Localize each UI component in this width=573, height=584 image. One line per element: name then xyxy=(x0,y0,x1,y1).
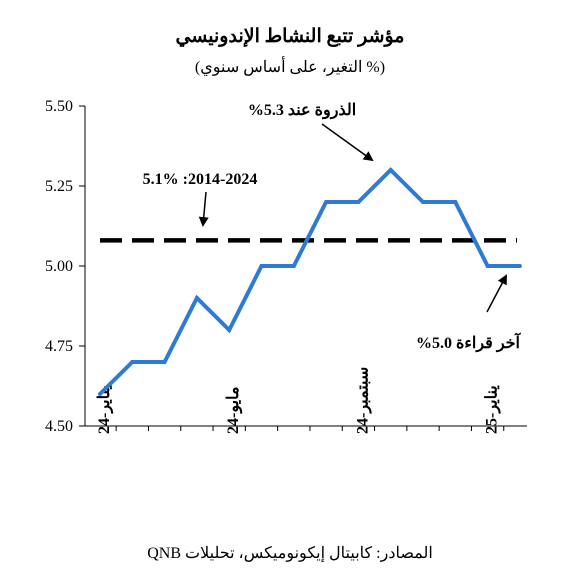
data-point xyxy=(194,296,199,300)
annotations: الذروة عند 5.3% 2014-2024: 5.1% آخر قراء… xyxy=(143,102,522,353)
data-point xyxy=(485,264,490,268)
data-point xyxy=(291,264,296,268)
data-point xyxy=(324,200,329,204)
chart-title: مؤشر تتبع النشاط الإندونيسي xyxy=(176,26,405,48)
data-point xyxy=(421,200,425,204)
y-tick-label: 5.50 xyxy=(45,98,73,115)
data-point xyxy=(388,168,393,172)
annotation-latest-label: آخر قراءة 5.0% xyxy=(416,331,522,353)
data-point xyxy=(453,200,458,204)
y-tick-label: 5.00 xyxy=(45,258,73,275)
data-point xyxy=(130,360,135,364)
x-tick-labels: يناير-24 مايو-24 سبتمبر-24 يناير-25 xyxy=(96,367,505,435)
x-tick-label: سبتمبر-24 xyxy=(354,367,372,434)
data-point xyxy=(259,264,264,268)
x-tick-label: مايو-24 xyxy=(225,387,243,435)
x-tick-label: يناير-25 xyxy=(484,385,502,434)
y-tick-label: 4.75 xyxy=(45,338,73,355)
data-point xyxy=(162,360,167,364)
data-points xyxy=(98,168,522,396)
y-tick-label: 4.50 xyxy=(45,418,73,435)
series-line xyxy=(98,167,520,396)
source-note: المصادر: كابيتال إيكونوميكس، تحليلات QNB xyxy=(147,545,433,562)
annotation-average-arrow xyxy=(198,191,209,227)
y-tick-label: 5.25 xyxy=(45,178,73,195)
annotation-average-label: 2014-2024: 5.1% xyxy=(143,171,258,188)
data-point xyxy=(98,392,102,396)
y-tick-labels: 4.50 4.75 5.00 5.25 5.50 xyxy=(45,98,85,435)
data-point xyxy=(227,328,232,332)
data-point xyxy=(356,200,361,204)
chart-subtitle: (% التغير، على أساس سنوي) xyxy=(195,56,385,76)
data-point xyxy=(517,264,522,268)
x-tick-label: يناير-24 xyxy=(96,385,114,434)
annotation-peak-arrow xyxy=(321,123,374,162)
annotation-latest-arrow xyxy=(486,274,507,313)
annotation-peak-label: الذروة عند 5.3% xyxy=(248,102,356,120)
